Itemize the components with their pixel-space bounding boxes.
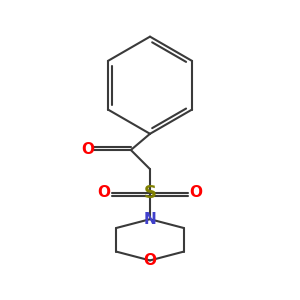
Text: O: O — [98, 185, 111, 200]
Text: O: O — [81, 142, 94, 158]
Text: N: N — [144, 212, 156, 227]
Text: S: S — [143, 184, 157, 202]
Text: O: O — [143, 253, 157, 268]
Text: O: O — [189, 185, 203, 200]
